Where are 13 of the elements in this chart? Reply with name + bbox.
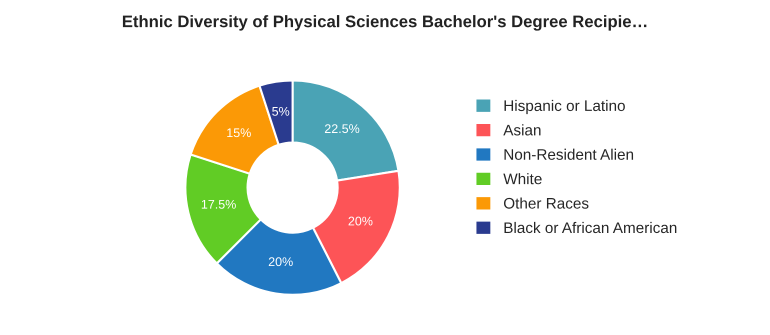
- legend-label: Non-Resident Alien: [504, 148, 634, 160]
- data-label: 15%: [227, 128, 251, 138]
- legend-label: Asian: [503, 124, 540, 136]
- data-label: 20%: [348, 216, 372, 226]
- legend-label: Black or African American: [504, 222, 676, 234]
- data-label: 5%: [272, 106, 290, 116]
- data-label: 22.5%: [324, 124, 360, 134]
- data-label: 17.5%: [202, 200, 236, 209]
- chart-title: Ethnic Diversity of Physical Sciences Bachelor's Degree Recipie…: [122, 15, 646, 31]
- data-label: 20%: [268, 257, 293, 266]
- legend-label: Hispanic or Latino: [504, 100, 625, 114]
- legend-label: Other Races: [504, 197, 588, 209]
- legend-label: White: [503, 173, 542, 184]
